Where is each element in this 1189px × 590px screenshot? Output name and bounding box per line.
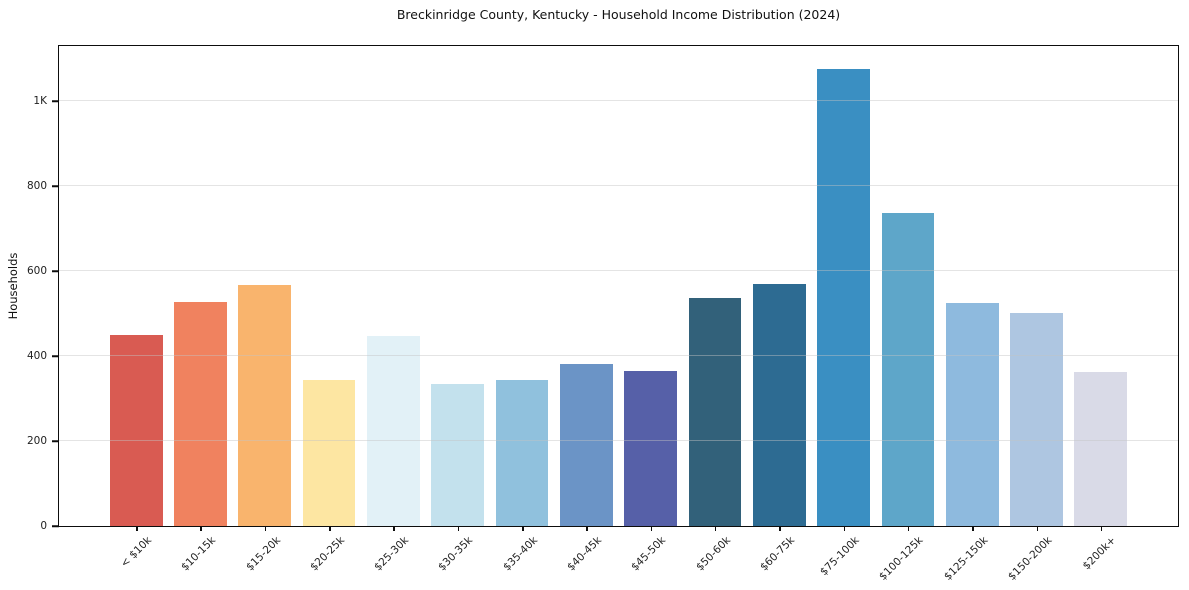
y-tick-mark xyxy=(52,270,59,272)
x-tick-mark xyxy=(457,526,460,531)
bar xyxy=(109,334,163,526)
x-tick-mark xyxy=(264,526,267,531)
x-tick-mark xyxy=(972,526,974,531)
bar-slot: < $10k xyxy=(104,46,168,570)
chart-title: Breckinridge County, Kentucky - Househol… xyxy=(396,7,841,22)
bar-slot: $20-25k xyxy=(297,46,361,573)
bar-slot: $45-50k xyxy=(619,46,683,573)
x-tick-label: $75-100k xyxy=(817,534,862,579)
bar-slot: $30-35k xyxy=(426,46,490,573)
y-tick-mark xyxy=(52,525,59,527)
y-tick-mark xyxy=(52,355,59,357)
bar xyxy=(367,336,420,526)
x-tick-label: $45-50k xyxy=(629,534,669,574)
x-tick-mark xyxy=(1036,526,1039,531)
x-tick-label: $50-60k xyxy=(693,534,733,574)
bar xyxy=(431,383,485,526)
x-tick-mark xyxy=(714,526,717,531)
y-tick-label: 1K xyxy=(33,94,47,107)
x-tick-label: $150-200k xyxy=(1005,534,1055,583)
bar xyxy=(688,298,742,526)
bar xyxy=(1074,372,1128,526)
bar-slot: $200k+ xyxy=(1069,46,1133,572)
x-tick-label: $125-150k xyxy=(941,534,990,583)
bar-slot: $40-45k xyxy=(554,46,618,573)
bar xyxy=(817,69,870,526)
y-tick-label: 400 xyxy=(26,349,47,362)
y-tick-label: 200 xyxy=(26,434,47,447)
bar-slot: $50-60k xyxy=(683,46,747,573)
bar-slot: $35-40k xyxy=(490,46,554,573)
bar-slot: $100-125k xyxy=(876,46,940,583)
x-tick-label: $35-40k xyxy=(500,534,540,574)
bar-slot: $150-200k xyxy=(1004,46,1068,583)
plot-area: < $10k $10-15k $15-20k $20-25k $25-30k $30-35… xyxy=(27,45,1179,583)
bar-slot: $125-150k xyxy=(940,46,1004,583)
bar xyxy=(495,379,549,526)
y-tick-label: 0 xyxy=(40,519,47,532)
x-tick-mark xyxy=(843,526,846,531)
bar-slot: $25-30k xyxy=(361,46,425,573)
x-tick-label: $20-25k xyxy=(307,534,347,574)
x-tick-mark xyxy=(136,526,138,531)
bar-slot: $75-100k xyxy=(811,46,875,578)
x-tick-mark xyxy=(650,526,653,531)
y-tick-mark xyxy=(52,440,59,442)
bar xyxy=(1010,313,1063,526)
bars-row: < $10k $10-15k $15-20k $20-25k $25-30k $30-35… xyxy=(104,46,1133,583)
bar-slot: $15-20k xyxy=(233,46,297,573)
bar xyxy=(174,302,227,526)
x-tick-label: $60-75k xyxy=(757,534,798,574)
bar xyxy=(624,370,678,526)
x-tick-label: $10-15k xyxy=(179,534,219,574)
x-tick-mark xyxy=(393,526,395,531)
x-tick-label: < $10k xyxy=(118,534,154,570)
x-tick-mark xyxy=(1100,526,1103,531)
x-tick-label: $200k+ xyxy=(1080,534,1119,573)
x-tick-label: $30-35k xyxy=(436,534,476,574)
x-tick-label: $100-125k xyxy=(877,534,926,583)
x-tick-mark xyxy=(329,526,331,531)
x-tick-mark xyxy=(907,526,910,531)
bar xyxy=(945,303,999,526)
y-axis-label: Households xyxy=(6,252,20,320)
bar-slot: $10-15k xyxy=(168,46,232,573)
x-tick-mark xyxy=(522,526,524,531)
bar-slot: $60-75k xyxy=(747,46,811,573)
x-tick-mark xyxy=(200,526,202,531)
x-tick-label: $15-20k xyxy=(243,534,283,574)
x-tick-label: $40-45k xyxy=(565,534,605,574)
y-tick-mark xyxy=(52,100,59,102)
bar xyxy=(302,379,356,526)
bar xyxy=(559,363,613,526)
y-tick-mark xyxy=(52,185,59,187)
x-tick-mark xyxy=(586,526,588,531)
bar xyxy=(238,284,292,526)
y-tick-label: 800 xyxy=(26,179,47,192)
bar xyxy=(752,283,806,526)
y-tick-label: 600 xyxy=(26,264,47,277)
x-tick-mark xyxy=(779,526,781,531)
bar xyxy=(881,212,935,526)
x-tick-label: $25-30k xyxy=(372,534,412,574)
